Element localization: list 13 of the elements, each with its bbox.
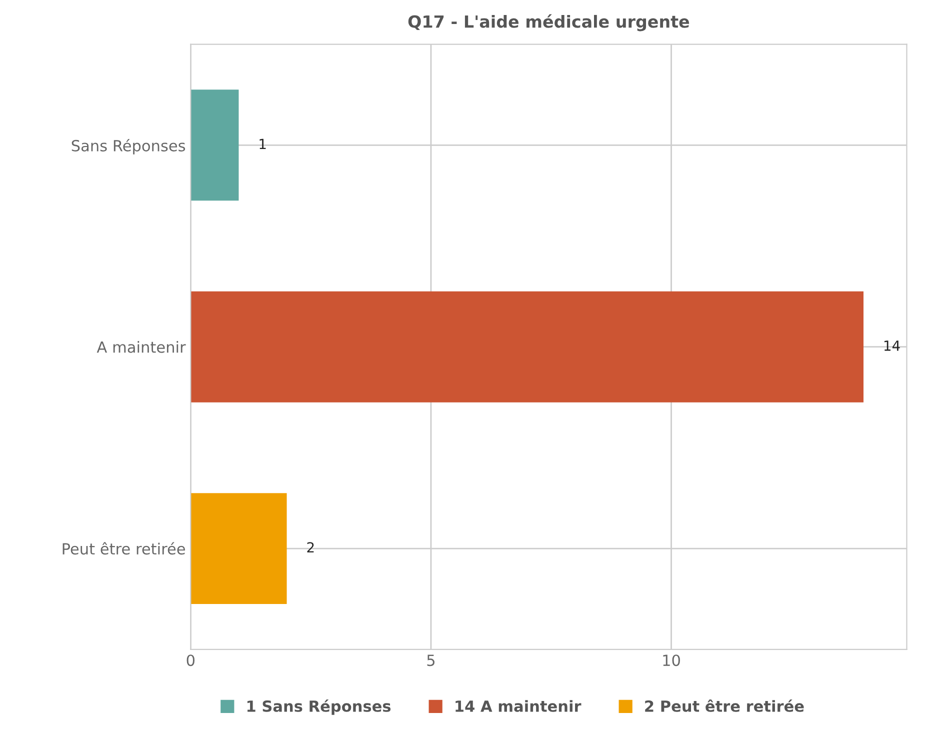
data-label: 2	[307, 542, 314, 552]
x-tick-label: 10	[663, 654, 680, 666]
legend-label: 1 Sans Réponses	[247, 700, 391, 715]
y-tick-label: A maintenir	[96, 341, 186, 353]
legend-label: 14 A maintenir	[456, 700, 582, 712]
chart-title: Q17 - L'aide médicale urgente	[408, 14, 690, 32]
data-label: 14	[884, 340, 900, 351]
x-tick-label: 0	[186, 654, 194, 666]
x-tick-label: 5	[427, 654, 434, 666]
y-tick-label: Sans Réponses	[72, 139, 186, 154]
legend-label: 2 Peut être retirée	[645, 700, 804, 712]
data-label: 1	[260, 138, 266, 149]
y-tick-label: Peut être retirée	[62, 542, 185, 555]
